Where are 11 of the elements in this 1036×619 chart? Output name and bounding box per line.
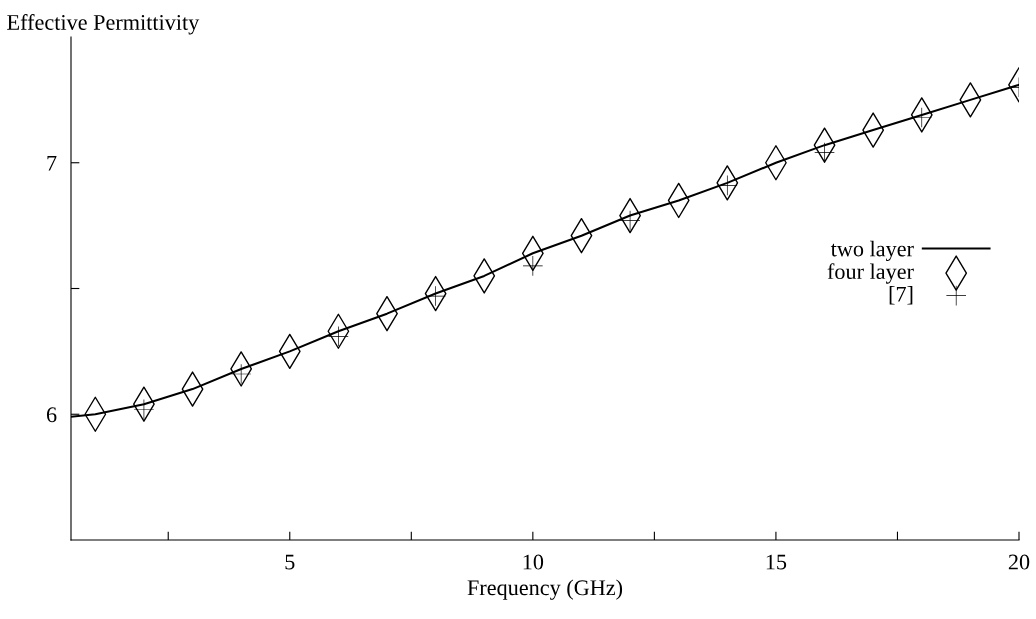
legend-label: two layer (830, 240, 914, 261)
y-tick-label: 6 (46, 407, 57, 423)
x-tick-label: 15 (766, 554, 787, 570)
x-tick-label: 5 (285, 554, 295, 570)
legend-label: [7] (889, 286, 913, 305)
y-tick-label: 7 (47, 155, 57, 171)
legend-label: four layer (827, 263, 914, 284)
x-axis-title: Frequency (GHz) (467, 579, 623, 600)
x-tick-label: 10 (523, 554, 544, 570)
x-tick-label: 20 (1008, 554, 1030, 570)
y-axis-title: Effective Permittivity (7, 14, 200, 35)
